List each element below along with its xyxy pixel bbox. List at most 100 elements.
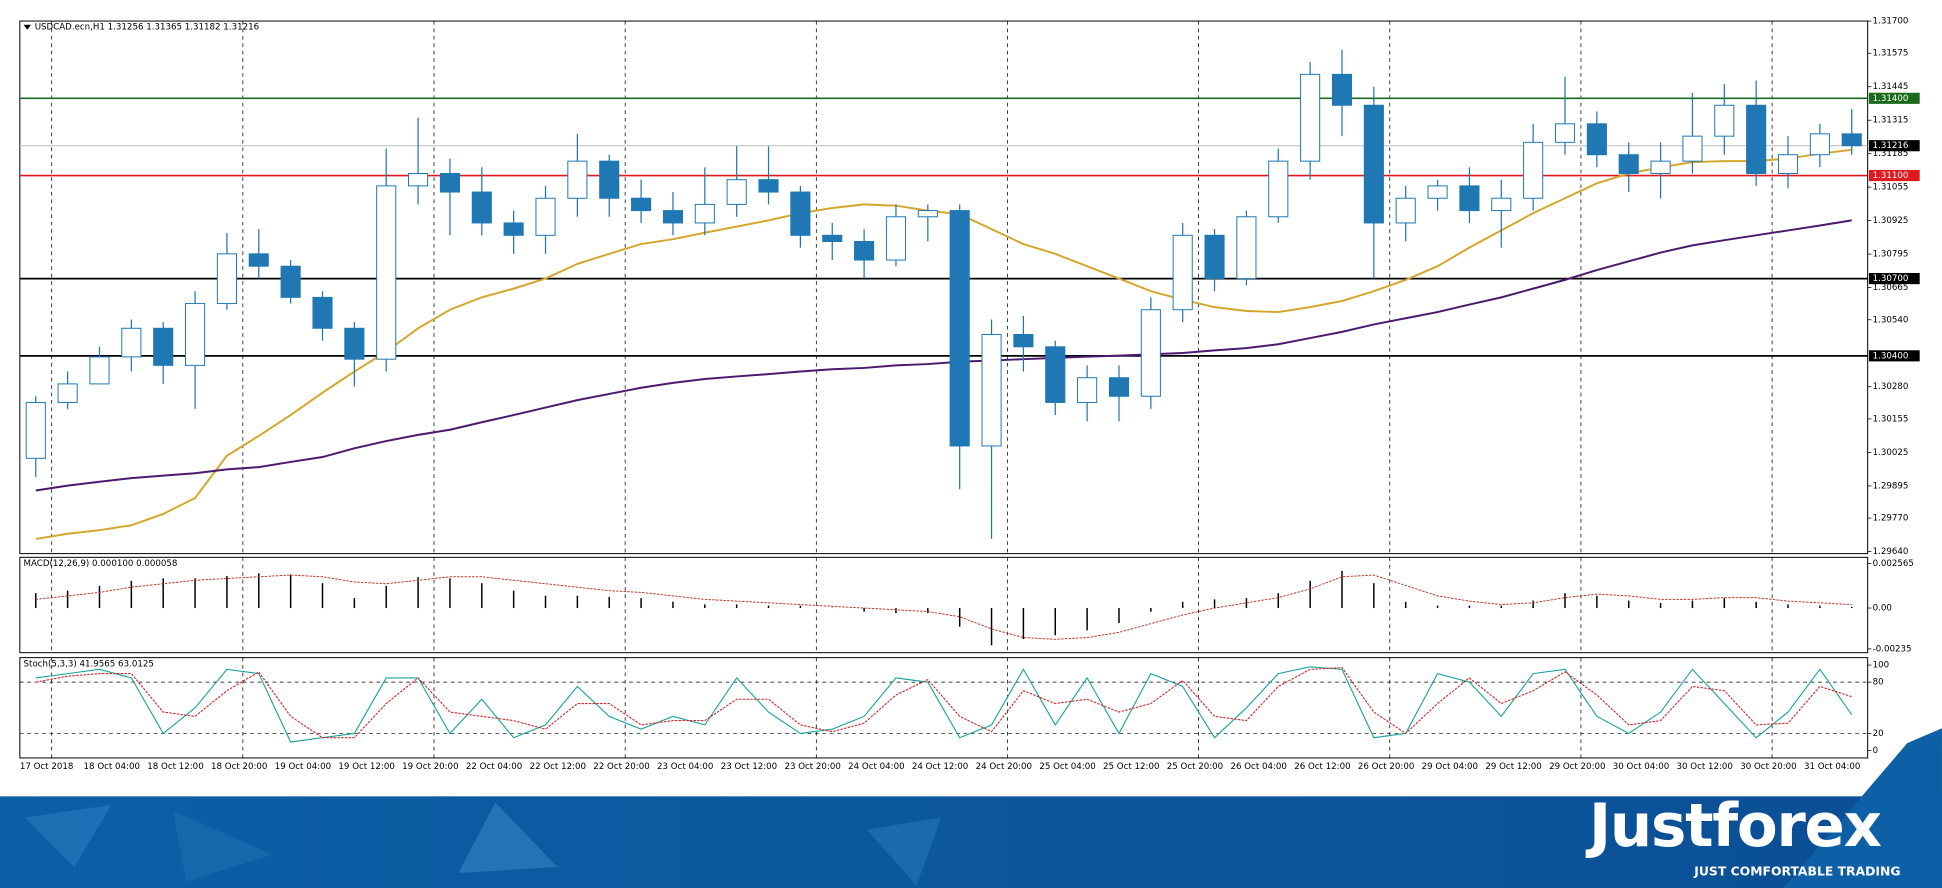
candle-body: [790, 191, 811, 236]
price-level-label: 1.31216: [1873, 141, 1909, 151]
brand-tagline: JUST COMFORTABLE TRADING: [1693, 864, 1900, 878]
x-tick-label: 23 Oct 04:00: [657, 762, 713, 772]
macd-signal: [35, 574, 1852, 640]
candle-body: [248, 253, 269, 267]
candle-body: [1172, 234, 1193, 311]
panel-title: USDCAD.ecn,H1 1.31256 1.31365 1.31182 1.…: [35, 23, 259, 33]
candle-body: [1363, 104, 1384, 224]
x-tick-label: 18 Oct 20:00: [211, 762, 267, 772]
candle-body: [854, 240, 875, 261]
y-tick-label: 1.31055: [1873, 183, 1909, 193]
y-tick-label: 0.002565: [1873, 559, 1914, 569]
y-tick-label: 1.30155: [1873, 414, 1909, 424]
dropdown-icon: [23, 24, 31, 30]
candle-body: [376, 185, 397, 360]
candle-body: [1491, 197, 1512, 212]
x-tick-label: 30 Oct 04:00: [1613, 762, 1669, 772]
x-tick-label: 22 Oct 04:00: [466, 762, 522, 772]
x-tick-label: 26 Oct 20:00: [1358, 762, 1414, 772]
brand-banner: [0, 796, 1942, 888]
x-tick-label: 29 Oct 12:00: [1485, 762, 1541, 772]
x-tick-label: 24 Oct 04:00: [848, 762, 904, 772]
y-tick-label: 1.30795: [1873, 250, 1909, 260]
stoch-line: [35, 667, 1852, 739]
candle-body: [57, 383, 78, 403]
candle-body: [1268, 160, 1289, 218]
y-tick-label: 1.30665: [1873, 283, 1909, 293]
plots: 1.31700 1.31575 1.31445 1.31315 1.31185 1.310…: [19, 17, 1920, 772]
moving-average: [35, 219, 1852, 492]
candle-body: [121, 327, 142, 358]
candle-body: [89, 356, 110, 385]
candle-body: [1777, 154, 1799, 175]
candle-body: [1045, 346, 1066, 403]
candle-body: [726, 179, 747, 205]
y-tick-label: 1.30025: [1873, 448, 1909, 458]
decor: [458, 802, 558, 874]
x-tick-label: 26 Oct 04:00: [1230, 762, 1286, 772]
y-tick-label: 100: [1873, 661, 1890, 671]
panel-title: MACD(12,26,9) 0.000100 0.000058: [24, 559, 178, 569]
candle-body: [1809, 133, 1830, 156]
price-level-tag: [1868, 273, 1920, 285]
candle-body: [567, 160, 588, 199]
y-tick-label: 1.29895: [1873, 481, 1909, 491]
y-tick-label: 1.29640: [1873, 547, 1909, 557]
x-tick-label: 19 Oct 12:00: [338, 762, 394, 772]
x-tick-label: 29 Oct 20:00: [1549, 762, 1605, 772]
y-tick-label: 1.31575: [1873, 49, 1909, 59]
x-tick-label: 25 Oct 20:00: [1167, 762, 1223, 772]
candle-body: [216, 253, 237, 305]
candle-body: [1586, 123, 1607, 156]
y-tick-label: 0: [1873, 746, 1879, 756]
candle-body: [280, 265, 301, 298]
candle-body: [1714, 104, 1735, 137]
candle-body: [1013, 333, 1034, 348]
x-tick-label: 25 Oct 12:00: [1103, 762, 1159, 772]
price-level-tag: [1868, 350, 1920, 362]
x-tick-label: 17 Oct 2018: [20, 762, 74, 772]
brand-logo: Justforex: [1585, 792, 1882, 861]
candle-body: [439, 173, 460, 193]
moving-average: [35, 148, 1852, 540]
y-tick-label: 1.29770: [1873, 514, 1909, 524]
candle-body: [471, 191, 492, 224]
price-level-label: 1.30400: [1873, 351, 1909, 361]
x-tick-label: 30 Oct 20:00: [1740, 762, 1796, 772]
x-tick-label: 19 Oct 04:00: [275, 762, 331, 772]
x-tick-label: 24 Oct 12:00: [912, 762, 968, 772]
x-tick-label: 22 Oct 12:00: [530, 762, 586, 772]
x-tick-label: 25 Oct 04:00: [1039, 762, 1095, 772]
y-tick-label: 1.31700: [1873, 17, 1909, 27]
candle-body: [312, 296, 333, 329]
candle-body: [1841, 133, 1862, 147]
x-tick-label: 26 Oct 12:00: [1294, 762, 1350, 772]
y-tick-label: -0.00235: [1873, 644, 1912, 654]
panel-frame: [19, 657, 1869, 759]
y-tick-label: 0.00: [1873, 604, 1892, 614]
price-level-tag: [1868, 140, 1920, 152]
x-tick-label: 30 Oct 12:00: [1677, 762, 1733, 772]
candle-body: [1236, 216, 1257, 280]
y-tick-label: 1.30280: [1873, 382, 1909, 392]
price-level-label: 1.31400: [1873, 94, 1909, 104]
candle-body: [1554, 123, 1576, 143]
x-tick-label: 18 Oct 12:00: [147, 762, 203, 772]
candle-body: [1077, 377, 1098, 403]
x-tick-label: 23 Oct 20:00: [784, 762, 840, 772]
y-tick-label: 1.30540: [1873, 315, 1909, 325]
candle-body: [822, 234, 843, 242]
candle-body: [885, 216, 907, 261]
candle-body: [344, 327, 365, 360]
candle-body: [25, 401, 46, 459]
candle-body: [1459, 185, 1480, 212]
price-level-label: 1.31100: [1873, 171, 1909, 181]
candle-body: [503, 222, 524, 236]
y-tick-label: 1.30925: [1873, 216, 1909, 226]
x-tick-label: 29 Oct 04:00: [1422, 762, 1478, 772]
candle-body: [153, 327, 174, 366]
candle-body: [662, 210, 684, 224]
